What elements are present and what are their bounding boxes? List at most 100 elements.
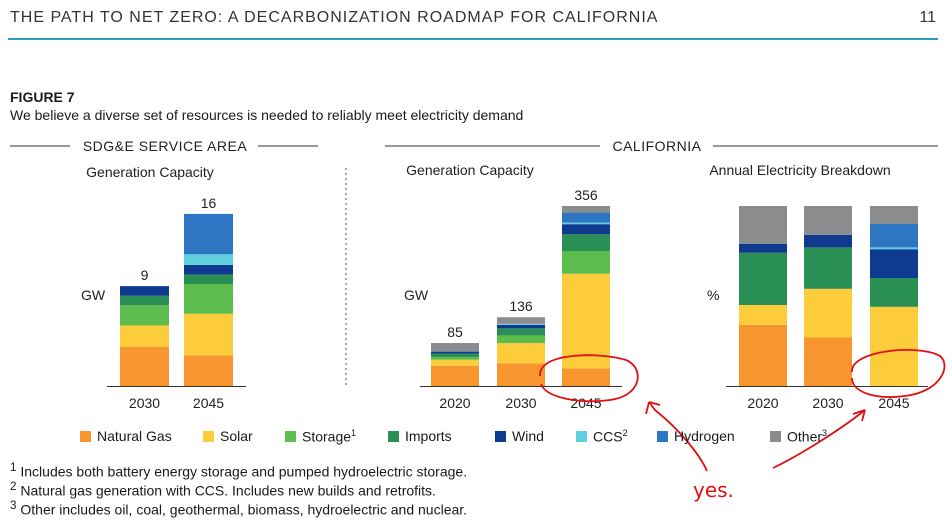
bar-segment-other <box>562 206 610 213</box>
footnote-1-text: Includes both battery energy storage and… <box>20 463 468 480</box>
page-number: 11 <box>919 9 936 26</box>
panel-title: Generation Capacity <box>86 164 214 180</box>
bar-segment-wind <box>804 234 852 248</box>
legend-footnote-marker: 1 <box>351 428 357 438</box>
footnote-2-text: Natural gas generation with CCS. Include… <box>20 482 436 499</box>
bar-segment-solar <box>497 343 545 364</box>
legend-swatch <box>388 430 399 442</box>
annotation-circle <box>539 354 639 403</box>
y-axis-label: GW <box>404 287 429 303</box>
footnote-3-marker: 3 <box>10 499 17 512</box>
bar-segment-imports <box>870 278 918 307</box>
annotation-arrow <box>772 409 866 469</box>
bar-segment-solar <box>739 305 787 325</box>
bar-total-label: 85 <box>447 324 463 340</box>
bar-segment-ccs <box>870 247 918 250</box>
group-title: CALIFORNIA <box>612 138 701 154</box>
legend-swatch <box>770 430 781 442</box>
footnote-1-marker: 1 <box>10 461 17 474</box>
legend-label: Wind <box>512 428 544 444</box>
legend-swatch <box>203 430 214 442</box>
bar-segment-wind <box>739 243 787 253</box>
bar-segment-other <box>739 206 787 244</box>
bar-segment-natural-gas <box>497 363 545 386</box>
bar-segment-ccs <box>497 323 545 325</box>
legend-swatch <box>495 430 506 442</box>
bar-segment-other <box>804 206 852 235</box>
bar-segment-storage <box>431 357 479 360</box>
bar-segment-wind <box>562 224 610 235</box>
x-tick-label: 2045 <box>193 395 224 411</box>
bar-segment-natural-gas <box>739 324 787 386</box>
panel-title: Generation Capacity <box>406 162 534 178</box>
legend-label: Imports <box>405 428 452 444</box>
header-rule <box>8 38 938 40</box>
document-title: THE PATH TO NET ZERO: A DECARBONIZATION … <box>10 9 659 26</box>
figure-label: FIGURE 7 <box>10 89 75 105</box>
legend-item-wind: Wind <box>495 428 544 444</box>
chart-legend: Natural Gas Solar Storage1 Imports Wind CCS2 H… <box>80 428 940 448</box>
bar-segment-solar <box>870 306 918 386</box>
x-tick-label: 2030 <box>129 395 160 411</box>
bar-segment-solar <box>184 313 233 356</box>
footnote-2: 2 Natural gas generation with CCS. Inclu… <box>10 480 436 499</box>
bar-total-label: 136 <box>509 298 533 314</box>
bar-segment-wind <box>431 351 479 354</box>
x-tick-label: 2045 <box>570 395 601 411</box>
x-tick-label: 2020 <box>439 395 470 411</box>
legend-label: Hydrogen <box>674 428 735 444</box>
footnote-1: 1 Includes both battery energy storage a… <box>10 461 467 480</box>
bar-segment-wind <box>120 286 169 296</box>
bar-segment-natural-gas <box>804 337 852 386</box>
bar-segment-ccs <box>184 254 233 265</box>
bar-segment-imports <box>804 247 852 289</box>
bar-segment-solar <box>562 273 610 369</box>
handwritten-note: yes. <box>693 478 734 502</box>
bar-segment-other <box>497 317 545 324</box>
bar-segment-hydrogen <box>562 212 610 223</box>
legend-item-ccs: CCS2 <box>576 428 628 445</box>
bar-segment-imports <box>497 328 545 336</box>
bar-segment-storage <box>562 251 610 274</box>
annotation-arrow <box>645 401 708 472</box>
bar-segment-natural-gas <box>120 346 169 386</box>
group-title: SDG&E SERVICE AREA <box>83 138 248 154</box>
legend-swatch <box>80 430 91 442</box>
x-tick-label: 2030 <box>505 395 536 411</box>
legend-footnote-marker: 2 <box>622 428 628 438</box>
annotation-circle <box>851 349 946 398</box>
bar-segment-hydrogen <box>184 213 233 255</box>
bar-segment-solar <box>120 325 169 347</box>
y-axis-label: GW <box>81 287 106 303</box>
legend-item-storage: Storage1 <box>285 428 356 445</box>
bar-segment-solar <box>431 359 479 366</box>
legend-item-other: Other3 <box>770 428 827 445</box>
footnote-2-marker: 2 <box>10 480 17 493</box>
legend-swatch <box>576 430 587 442</box>
bar-segment-natural-gas <box>184 355 233 386</box>
bar-total-label: 16 <box>201 195 217 211</box>
legend-item-solar: Solar <box>203 428 253 444</box>
bar-segment-storage <box>120 305 169 326</box>
bar-total-label: 356 <box>574 187 598 203</box>
footnote-3: 3 Other includes oil, coal, geothermal, … <box>10 499 467 518</box>
bar-segment-hydrogen <box>870 224 918 248</box>
x-tick-label: 2020 <box>747 395 778 411</box>
bar-segment-other <box>870 206 918 224</box>
bar-segment-imports <box>562 234 610 251</box>
legend-label: Natural Gas <box>97 428 172 444</box>
bar-segment-natural-gas <box>562 368 610 386</box>
figure-caption: We believe a diverse set of resources is… <box>10 107 524 123</box>
bar-segment-imports <box>120 295 169 306</box>
legend-label: Other3 <box>787 428 828 445</box>
panel-title: Annual Electricity Breakdown <box>709 162 890 178</box>
legend-item-hydrogen: Hydrogen <box>657 428 735 444</box>
bar-segment-storage <box>497 335 545 344</box>
bar-segment-wind <box>497 324 545 329</box>
bar-segment-wind <box>870 249 918 278</box>
bar-segment-other <box>431 343 479 352</box>
legend-label: Storage1 <box>302 428 357 445</box>
legend-item-imports: Imports <box>388 428 452 444</box>
bar-segment-imports <box>184 274 233 284</box>
